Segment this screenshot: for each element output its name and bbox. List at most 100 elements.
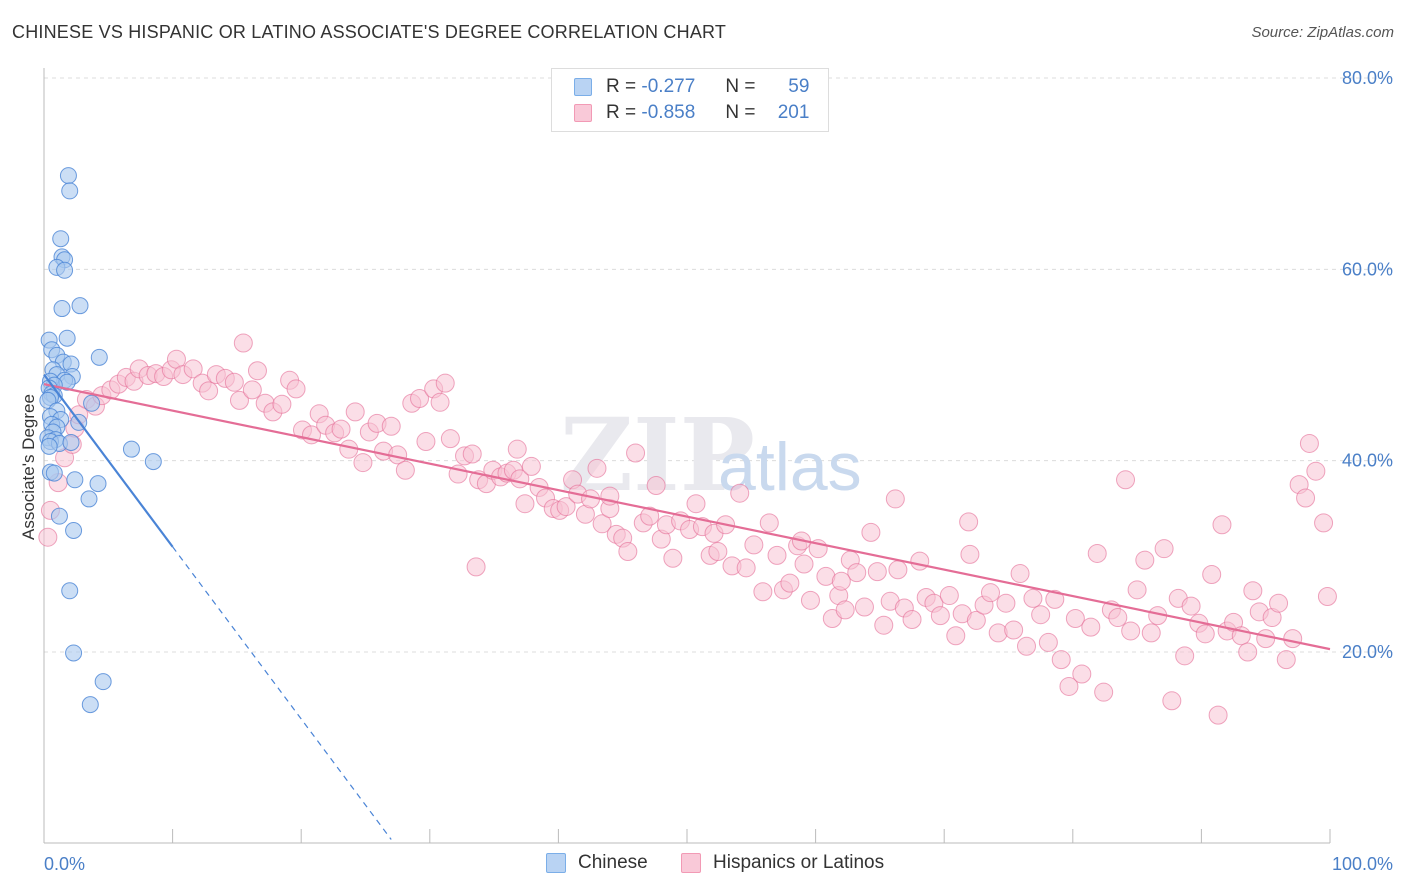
hispanic-point — [847, 563, 867, 583]
legend-n-label: N = — [725, 76, 756, 97]
chinese-point — [61, 182, 79, 200]
hispanic-point — [930, 606, 950, 626]
chinese-point — [40, 437, 58, 455]
chinese-trend-extension — [172, 546, 392, 840]
hispanic-point — [345, 402, 365, 422]
chinese-point — [94, 673, 112, 691]
hispanic-point — [507, 439, 527, 459]
hispanic-point — [247, 361, 267, 381]
hispanic-point — [736, 558, 756, 578]
hispanic-point — [1108, 608, 1128, 628]
hispanic-point — [861, 522, 881, 542]
hispanic-point — [646, 476, 666, 496]
y-tick-label: 80.0% — [1342, 68, 1393, 88]
hispanic-point — [462, 444, 482, 464]
hispanic-point — [1059, 676, 1079, 696]
hispanic-point — [1065, 609, 1085, 629]
legend-label-chinese: Chinese — [578, 852, 648, 873]
hispanic-point — [38, 527, 58, 547]
chinese-point — [61, 582, 79, 600]
hispanic-point — [556, 497, 576, 517]
chinese-point — [71, 297, 89, 315]
chinese-point — [62, 433, 80, 451]
y-tick-label: 40.0% — [1342, 451, 1393, 471]
hispanic-point — [1023, 588, 1043, 608]
hispanic-point — [1175, 646, 1195, 666]
hispanic-point — [1208, 705, 1228, 725]
hispanic-point — [1283, 629, 1303, 649]
chinese-point — [66, 471, 84, 489]
chart-title: CHINESE VS HISPANIC OR LATINO ASSOCIATE'… — [12, 22, 727, 42]
hispanic-point — [521, 456, 541, 476]
hispanic-point — [515, 494, 535, 514]
chinese-point — [83, 394, 101, 412]
hispanic-point — [1256, 629, 1276, 649]
chinese-swatch — [546, 853, 566, 873]
hispanic-point — [767, 545, 787, 565]
hispanic-point — [1051, 650, 1071, 670]
legend-r-value: -0.277 — [641, 76, 696, 97]
hispanic-point — [1243, 581, 1263, 601]
hispanic-point — [980, 583, 1000, 603]
hispanic-point — [1276, 650, 1296, 670]
series-legend: Chinese Hispanics or Latinos — [0, 852, 1406, 876]
hispanic-point — [430, 392, 450, 412]
legend-label-hispanic: Hispanics or Latinos — [713, 852, 885, 873]
hispanic-point — [1094, 682, 1114, 702]
legend-n-value: 201 — [777, 102, 810, 123]
hispanic-point — [910, 551, 930, 571]
legend-row-hispanic: R = -0.858 N = 201 — [574, 101, 809, 125]
hispanic-point — [587, 458, 607, 478]
hispanic-point — [1314, 513, 1334, 533]
legend-item-hispanic[interactable]: Hispanics or Latinos — [681, 852, 884, 874]
hispanic-point — [618, 542, 638, 562]
legend-item-chinese[interactable]: Chinese — [546, 852, 648, 874]
hispanic-point — [996, 593, 1016, 613]
hispanic-point — [435, 373, 455, 393]
hispanic-point — [780, 573, 800, 593]
hispanic-swatch — [574, 104, 592, 122]
hispanic-point — [1212, 515, 1232, 535]
hispanic-point — [759, 513, 779, 533]
hispanic-point — [753, 582, 773, 602]
hispanic-point — [1017, 636, 1037, 656]
hispanic-point — [854, 597, 874, 617]
hispanic-point — [1306, 461, 1326, 481]
hispanic-point — [800, 590, 820, 610]
chinese-point — [53, 300, 71, 318]
hispanic-point — [885, 489, 905, 509]
chinese-point — [52, 230, 70, 248]
hispanic-point — [199, 381, 219, 401]
hispanic-point — [1202, 565, 1222, 585]
hispanic-point — [1238, 642, 1258, 662]
chinese-swatch — [574, 78, 592, 96]
hispanic-point — [224, 372, 244, 392]
hispanic-point — [353, 453, 373, 473]
chinese-trend-line — [43, 373, 174, 548]
hispanic-point — [835, 600, 855, 620]
hispanic-point — [1127, 580, 1147, 600]
hispanic-point — [592, 514, 612, 534]
chinese-point — [45, 464, 63, 482]
hispanic-point — [1121, 621, 1141, 641]
hispanic-point — [1135, 550, 1155, 570]
hispanic-point — [730, 483, 750, 503]
hispanic-point — [1181, 596, 1201, 616]
hispanic-point — [395, 460, 415, 480]
chinese-point — [144, 453, 162, 471]
hispanic-point — [867, 562, 887, 582]
hispanic-point — [1010, 564, 1030, 584]
hispanic-point — [233, 333, 253, 353]
hispanic-trend-line — [43, 383, 1331, 651]
hispanic-point — [794, 554, 814, 574]
chinese-point — [58, 329, 76, 347]
y-tick-labels: 20.0% 40.0% 60.0% 80.0% — [1342, 68, 1393, 662]
hispanic-point — [1317, 587, 1337, 607]
hispanic-point — [229, 390, 249, 410]
hispanic-points — [38, 333, 1337, 725]
hispanic-point — [466, 557, 486, 577]
chinese-point — [81, 696, 99, 714]
legend-n-label: N = — [725, 102, 756, 123]
hispanic-point — [744, 535, 764, 555]
x-tick-max: 100.0% — [1332, 854, 1393, 874]
